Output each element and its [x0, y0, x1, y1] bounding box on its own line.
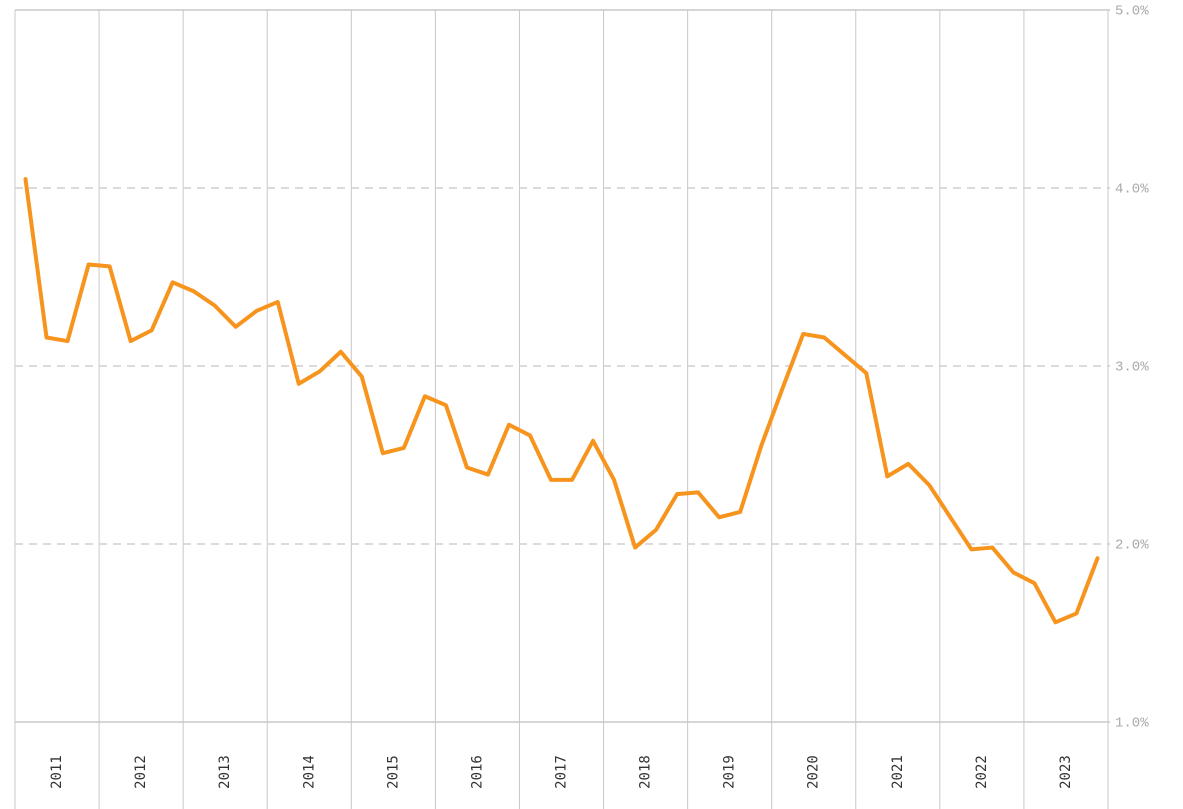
y-tick-label: 5.0%: [1115, 4, 1149, 20]
x-tick-label: 2019: [722, 755, 738, 789]
y-tick-label: 1.0%: [1115, 716, 1149, 732]
x-tick-label: 2012: [133, 755, 149, 789]
x-tick-label: 2020: [806, 755, 822, 789]
y-tick-label: 2.0%: [1115, 538, 1149, 554]
data-line: [23, 177, 1100, 625]
x-tick-label: 2021: [890, 755, 906, 789]
x-tick-label: 2017: [554, 755, 570, 789]
x-tick-label: 2013: [217, 755, 233, 789]
x-tick-label: 2018: [638, 755, 654, 789]
x-tick-label: 2016: [469, 755, 485, 789]
x-tick-label: 2023: [1058, 755, 1074, 789]
x-tick-label: 2014: [301, 755, 317, 789]
x-tick-label: 2022: [974, 755, 990, 789]
x-tick-label: 2015: [385, 755, 401, 789]
y-tick-label: 3.0%: [1115, 360, 1149, 376]
x-tick-label: 2011: [49, 755, 65, 789]
y-tick-label: 4.0%: [1115, 182, 1149, 198]
